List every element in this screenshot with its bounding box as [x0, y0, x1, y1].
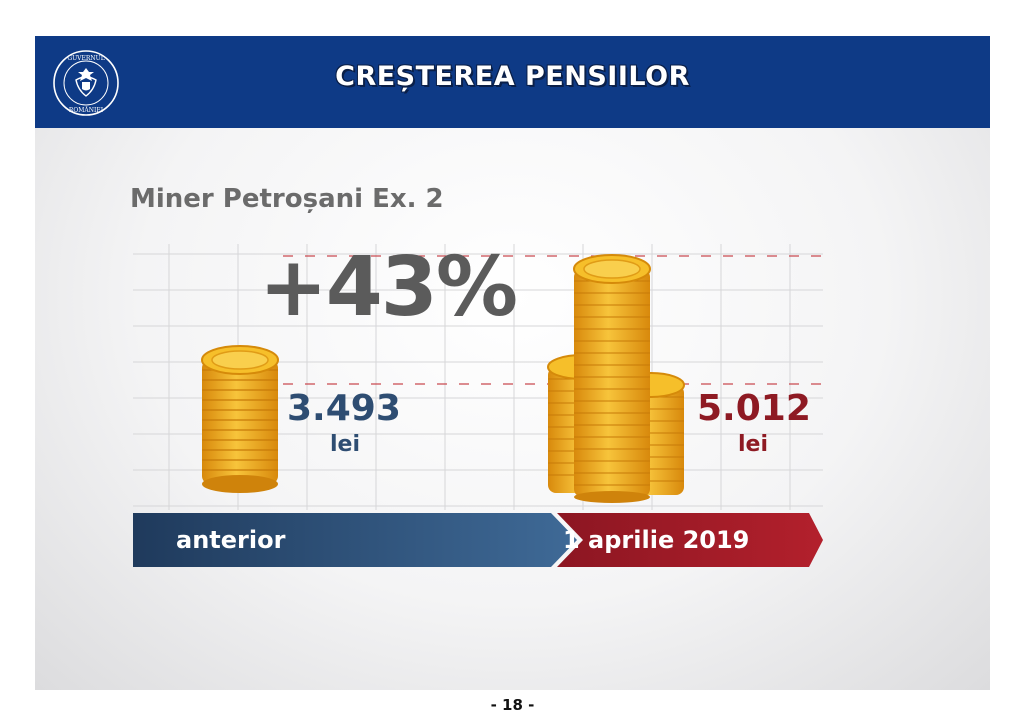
value-after: 5.012 — [697, 388, 811, 429]
timeline-label-before: anterior — [176, 526, 286, 554]
timeline-label-after: 1 aprilie 2019 — [563, 526, 750, 554]
page-number: - 18 - — [490, 696, 535, 714]
value-before: 3.493 — [287, 388, 401, 429]
header-bar: GUVERNUL ROMÂNIEI CREȘTEREA PENSIILOR — [35, 36, 990, 128]
svg-text:ROMÂNIEI: ROMÂNIEI — [69, 107, 104, 114]
timeline-after-segment — [557, 513, 823, 567]
page-title: CREȘTEREA PENSIILOR — [335, 61, 690, 92]
timeline-before-segment — [133, 513, 577, 567]
coin-stack-before-icon — [201, 345, 279, 493]
chart-subtitle: Miner Petroșani Ex. 2 — [130, 184, 444, 214]
unit-before: lei — [330, 432, 361, 457]
svg-text:GUVERNUL: GUVERNUL — [67, 55, 104, 62]
unit-after: lei — [738, 432, 769, 457]
government-seal-logo: GUVERNUL ROMÂNIEI — [53, 50, 119, 116]
increase-percentage: +43% — [259, 240, 518, 335]
timeline-arrow-bar — [133, 513, 823, 567]
coin-stacks-after-icon — [547, 254, 685, 503]
slide: GUVERNUL ROMÂNIEI CREȘTEREA PENSIILOR — [35, 36, 990, 690]
